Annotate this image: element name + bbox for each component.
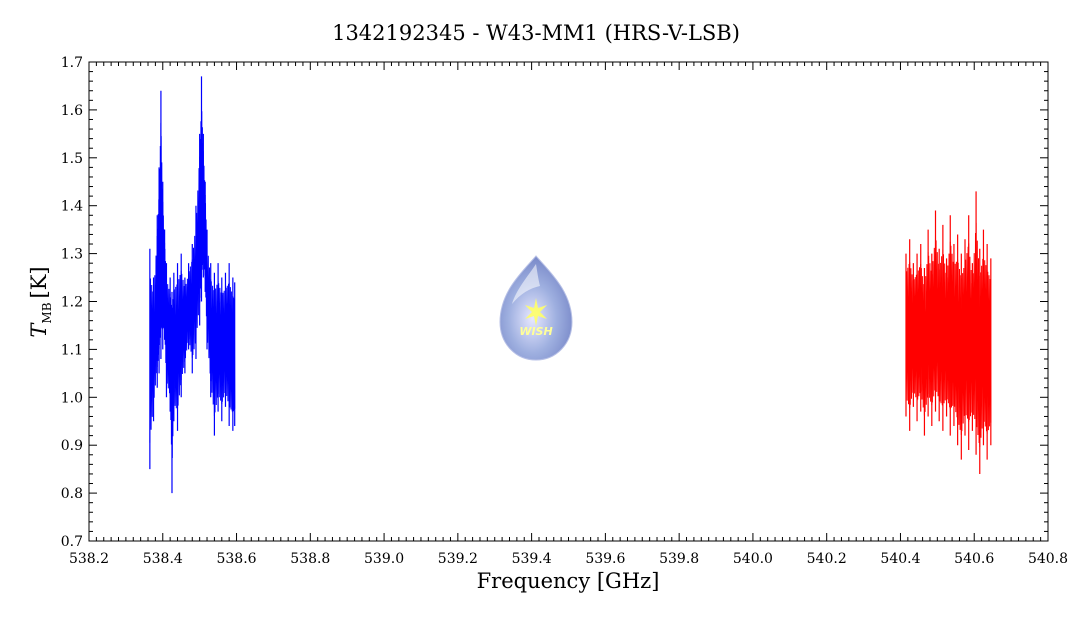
- x-tick-label: 540.2: [807, 551, 847, 567]
- spectrum-segment: [177, 270, 182, 406]
- y-tick-label: 1.3: [61, 247, 83, 263]
- spectrum-segment: [206, 243, 212, 374]
- chart-title: 1342192345 - W43-MM1 (HRS-V-LSB): [332, 21, 740, 45]
- y-tick-label: 1.2: [61, 295, 83, 311]
- y-axis-unit: [K]: [27, 266, 51, 298]
- x-tick-label: 539.8: [659, 551, 699, 567]
- star-icon: [525, 298, 547, 326]
- y-axis-subscript: MB: [40, 302, 54, 323]
- y-tick-label: 0.9: [61, 438, 83, 454]
- y-axis-title-group: TMB [K]: [27, 266, 54, 337]
- x-tick-label: 538.6: [216, 551, 256, 567]
- x-axis-title: Frequency [GHz]: [477, 569, 660, 593]
- spectrum-segment: [949, 245, 955, 410]
- spectrum-segment: [946, 241, 951, 408]
- spectrum-segment: [173, 284, 178, 411]
- y-tick-label: 1.7: [61, 55, 83, 71]
- y-tick-label: 0.7: [61, 534, 83, 550]
- spectrum-segment: [931, 234, 936, 403]
- x-tick-label: 539.4: [512, 551, 552, 567]
- x-tick-label: 540.8: [1028, 551, 1068, 567]
- spectrum-segment: [916, 264, 922, 400]
- spectrum-segment: [979, 258, 984, 447]
- spectrum-segment: [957, 262, 962, 435]
- series-layer: [149, 76, 992, 494]
- y-tick-label: 1.4: [61, 199, 83, 215]
- spectrum-segment: [225, 283, 230, 407]
- logo-text: WISH: [519, 325, 552, 338]
- y-axis-title: T: [27, 322, 51, 338]
- x-tick-label: 539.6: [585, 551, 625, 567]
- x-tick-label: 538.2: [69, 551, 109, 567]
- y-tick-label: 0.8: [61, 486, 83, 502]
- drop-highlight: [512, 264, 540, 304]
- series-0: [149, 76, 236, 494]
- x-axis: 538.2 538.4 538.6 538.8 539.0 539.2 539.4 539.6…: [69, 62, 1068, 567]
- y-axis: 0.7 0.8 0.9 1.0 1.1 1.2 1.3 1.4 1.5 1.6 1.7: [61, 55, 1048, 550]
- x-tick-label: 540.0: [733, 551, 773, 567]
- y-tick-label: 1.5: [61, 151, 83, 167]
- spectrum-segment: [920, 268, 925, 416]
- x-tick-label: 539.2: [438, 551, 478, 567]
- spectrum-segment: [986, 271, 992, 434]
- spectrum-segment: [149, 278, 154, 443]
- y-tick-label: 1.0: [61, 390, 83, 406]
- x-tick-label: 540.6: [954, 551, 994, 567]
- spectrum-segment: [953, 259, 959, 418]
- spectrum-segment: [927, 255, 933, 406]
- x-tick-label: 538.4: [143, 551, 183, 567]
- spectrum-segment: [960, 262, 966, 432]
- spectrum-segment: [975, 222, 981, 444]
- spectrum-segment: [166, 279, 171, 394]
- spectrum-segment: [983, 255, 988, 432]
- x-tick-label: 539.0: [364, 551, 404, 567]
- spectrum-segment: [210, 281, 215, 417]
- spectrum-segment: [228, 282, 234, 412]
- x-tick-label: 540.4: [880, 551, 920, 567]
- spectrum-segment: [153, 235, 158, 398]
- spectrum-segment: [912, 274, 918, 402]
- svg-text:TMB[K]: TMB [K]: [27, 266, 54, 337]
- spectrum-segment: [923, 252, 929, 412]
- wish-logo: WISH: [499, 255, 573, 361]
- x-tick-label: 538.8: [290, 551, 330, 567]
- spectrum-segment: [195, 168, 201, 341]
- y-tick-label: 1.1: [61, 342, 83, 358]
- y-tick-label: 1.6: [61, 103, 83, 119]
- series-1: [905, 191, 992, 474]
